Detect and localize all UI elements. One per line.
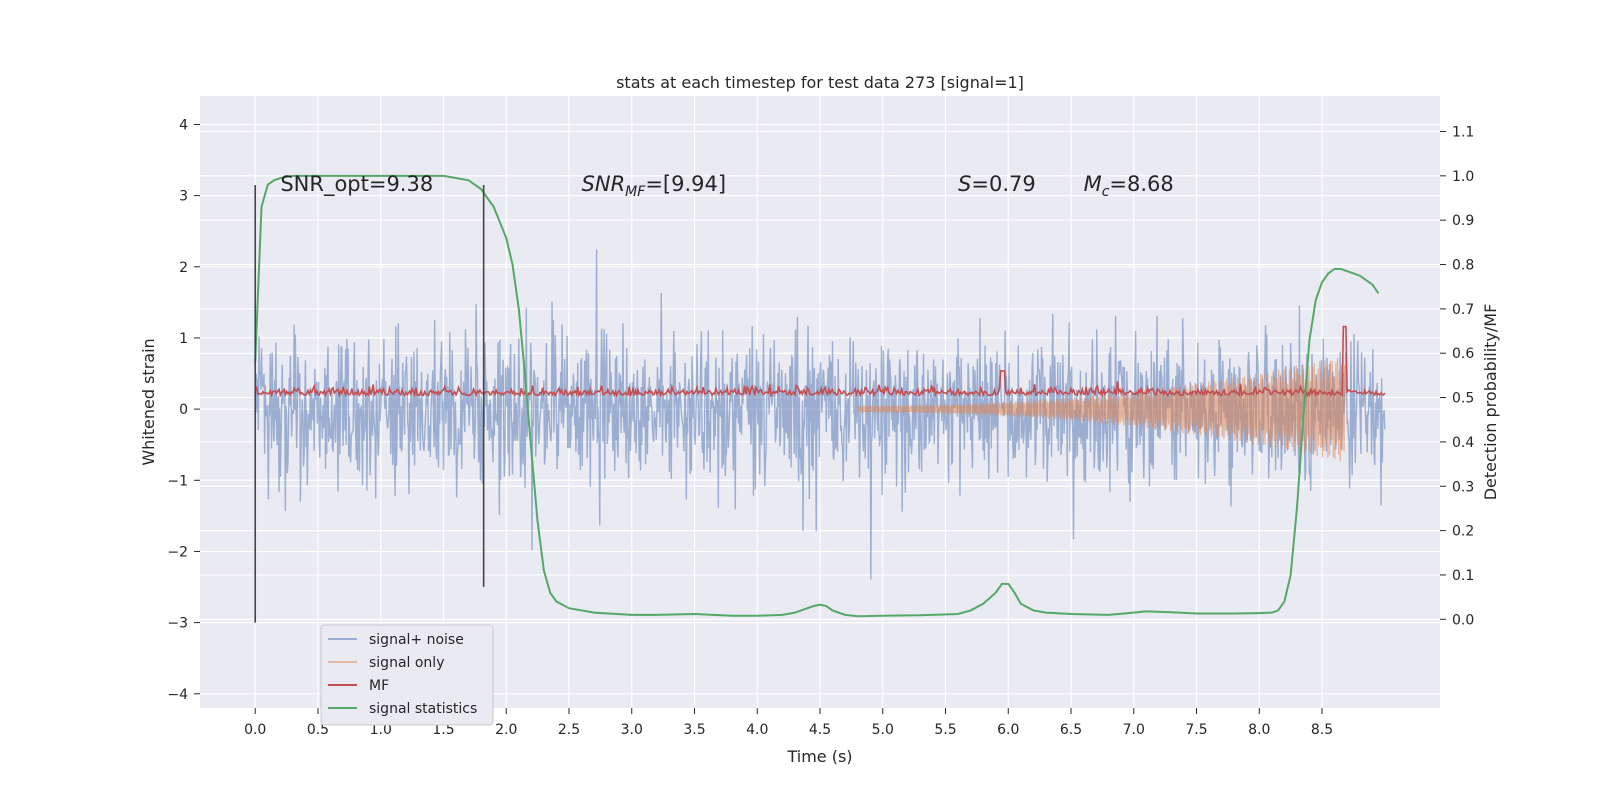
x-tick-label: 2.5 — [558, 722, 580, 738]
y-left-tick-label: −1 — [167, 473, 188, 489]
x-tick-label: 6.5 — [1060, 722, 1082, 738]
chart-title: stats at each timestep for test data 273… — [616, 73, 1024, 92]
y-left-tick-label: 4 — [179, 117, 188, 133]
y-right-tick-label: 0.8 — [1452, 258, 1474, 274]
annotation-text: SNR_opt=9.38 — [280, 172, 433, 197]
series-signal-statistics — [254, 174, 1380, 618]
vline-layer — [254, 184, 485, 623]
y-right-tick-label: 0.5 — [1452, 391, 1474, 407]
legend-label-signal-noise: signal+ noise — [369, 632, 464, 648]
axes-layer: 0.0 0.5 1.0 1.5 2.0 2.5 3.0 3.5 4.0 4.5 5.0 5.5 6.0 6… — [167, 117, 1474, 738]
annotation-text: SNRMF=[9.94] — [582, 172, 727, 200]
legend-box — [320, 624, 494, 726]
y-axis-label-right: Detection probability/MF — [1481, 304, 1500, 501]
y-axis-label-left: Whitened strain — [139, 338, 158, 465]
annotation-layer: SNR_opt=9.38 SNRMF=[9.94] S=0.79 Mc=8.68 — [280, 172, 1173, 200]
series-layer — [254, 174, 1386, 618]
x-tick-label: 7.5 — [1185, 722, 1207, 738]
x-tick-label: 0.5 — [307, 722, 329, 738]
x-tick-label: 3.0 — [621, 722, 643, 738]
legend-label-signal-statistics: signal statistics — [369, 701, 477, 717]
x-axis-label: Time (s) — [786, 747, 852, 766]
y-right-tick-label: 0.3 — [1452, 479, 1474, 495]
x-tick-label: 6.0 — [997, 722, 1019, 738]
legend-label-signal-only: signal only — [369, 655, 444, 671]
series-signal-noise — [254, 249, 1386, 580]
series-mf — [254, 325, 1386, 399]
y-left-tick-label: 2 — [179, 260, 188, 276]
x-tick-label: 5.0 — [872, 722, 894, 738]
y-right-tick-label: 0.7 — [1452, 302, 1474, 318]
y-right-tick-label: 0.9 — [1452, 213, 1474, 229]
x-tick-label: 0.0 — [244, 722, 266, 738]
y-left-tick-label: −2 — [167, 544, 188, 560]
y-left-tick-label: 3 — [179, 189, 188, 205]
y-left-tick-label: 1 — [179, 331, 188, 347]
annotation-text: Mc=8.68 — [1084, 172, 1174, 200]
y-right-tick-label: 0.4 — [1452, 435, 1474, 451]
legend-label-mf: MF — [369, 678, 389, 694]
y-right-tick-label: 0.0 — [1452, 612, 1474, 628]
x-tick-label: 3.5 — [683, 722, 705, 738]
annotation-text: S=0.79 — [958, 172, 1036, 196]
x-tick-label: 4.0 — [746, 722, 768, 738]
x-tick-label: 8.0 — [1248, 722, 1270, 738]
y-right-tick-label: 0.6 — [1452, 346, 1474, 362]
y-left-tick-label: 0 — [179, 402, 188, 418]
series-signal-only — [857, 356, 1346, 462]
x-tick-label: 4.5 — [809, 722, 831, 738]
y-right-tick-label: 1.1 — [1452, 124, 1474, 140]
y-right-tick-label: 1.0 — [1452, 169, 1474, 185]
y-left-tick-label: −4 — [167, 687, 188, 703]
x-tick-label: 7.0 — [1123, 722, 1145, 738]
x-tick-label: 2.0 — [495, 722, 517, 738]
x-tick-label: 8.5 — [1311, 722, 1333, 738]
y-right-tick-label: 0.1 — [1452, 568, 1474, 584]
legend: signal+ noise signal only MF signal stat… — [320, 624, 494, 726]
x-tick-label: 1.5 — [432, 722, 454, 738]
x-tick-label: 5.5 — [934, 722, 956, 738]
y-left-tick-label: −3 — [167, 616, 188, 632]
y-right-tick-label: 0.2 — [1452, 524, 1474, 540]
x-tick-label: 1.0 — [370, 722, 392, 738]
